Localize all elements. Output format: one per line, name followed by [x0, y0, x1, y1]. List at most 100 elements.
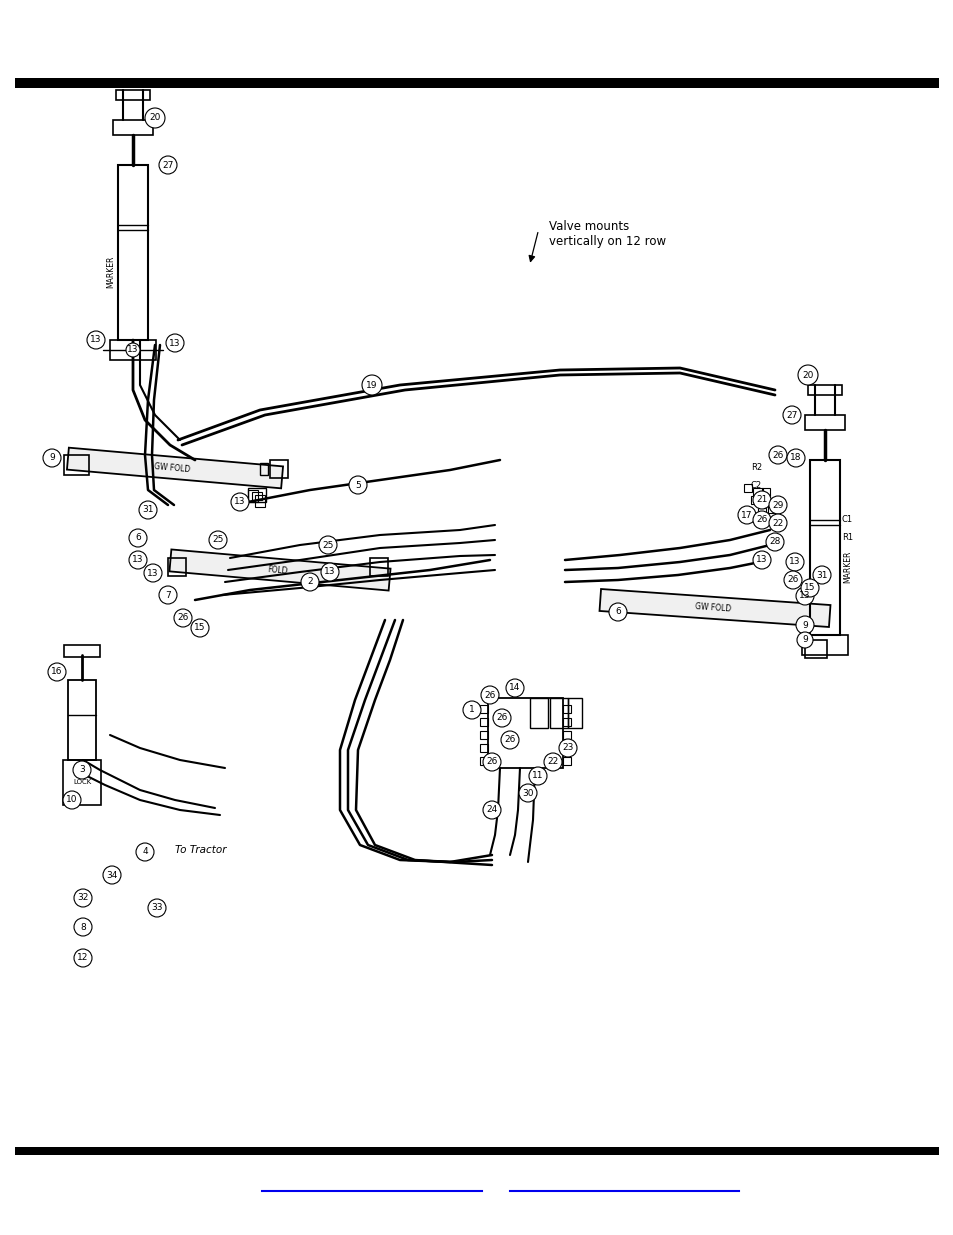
Circle shape [73, 761, 91, 779]
Text: 13: 13 [799, 592, 810, 600]
Text: 26: 26 [504, 736, 516, 745]
Text: 5: 5 [355, 480, 360, 489]
Text: 26: 26 [756, 515, 767, 525]
Circle shape [126, 343, 140, 357]
Bar [248, 488, 266, 501]
Text: 16: 16 [51, 667, 63, 677]
Text: To Tractor: To Tractor [174, 845, 226, 855]
Bar [567, 698, 581, 727]
Text: 19: 19 [366, 380, 377, 389]
Bar [804, 640, 826, 658]
Polygon shape [170, 550, 390, 590]
Bar [562, 743, 571, 752]
Circle shape [812, 566, 830, 584]
Circle shape [63, 790, 81, 809]
Circle shape [74, 889, 91, 906]
Bar [479, 757, 488, 764]
Circle shape [797, 366, 817, 385]
Text: 9: 9 [49, 453, 55, 462]
Circle shape [320, 563, 338, 580]
Circle shape [768, 496, 786, 514]
Bar [252, 492, 262, 500]
Circle shape [482, 753, 500, 771]
Text: 12: 12 [77, 953, 89, 962]
Text: 21: 21 [756, 495, 767, 505]
Circle shape [786, 450, 804, 467]
Bar [562, 705, 571, 713]
Text: 9: 9 [801, 620, 807, 630]
Circle shape [136, 844, 153, 861]
Bar [118, 165, 148, 340]
Text: MARKER: MARKER [107, 256, 115, 288]
Circle shape [768, 446, 786, 464]
Text: 7: 7 [165, 590, 171, 599]
Circle shape [482, 802, 500, 819]
Circle shape [738, 506, 755, 524]
Circle shape [231, 493, 249, 511]
Bar [562, 731, 571, 739]
Circle shape [145, 107, 165, 128]
Circle shape [209, 531, 227, 550]
Bar [168, 558, 186, 576]
Bar [479, 705, 488, 713]
Text: 26: 26 [496, 714, 507, 722]
Bar [761, 488, 769, 496]
Bar [68, 680, 96, 760]
Text: 29: 29 [772, 500, 782, 510]
Text: 32: 32 [77, 893, 89, 903]
Text: 13: 13 [756, 556, 767, 564]
Circle shape [801, 579, 818, 597]
Text: 26: 26 [484, 690, 496, 699]
Text: 13: 13 [127, 346, 138, 354]
Text: 33: 33 [152, 904, 163, 913]
Text: 13: 13 [132, 556, 144, 564]
Text: 17: 17 [740, 510, 752, 520]
Circle shape [139, 501, 157, 519]
Text: 25: 25 [322, 541, 334, 550]
Text: 22: 22 [547, 757, 558, 767]
Circle shape [558, 739, 577, 757]
Text: 34: 34 [106, 871, 117, 879]
Text: 26: 26 [786, 576, 798, 584]
Bar [63, 760, 101, 805]
Circle shape [318, 536, 336, 555]
Bar [112, 120, 152, 135]
Text: MARKER: MARKER [842, 551, 852, 583]
Bar [562, 718, 571, 726]
Bar [64, 454, 89, 475]
Text: 13: 13 [169, 338, 180, 347]
Text: 6: 6 [615, 608, 620, 616]
Circle shape [768, 514, 786, 532]
Text: 13: 13 [324, 568, 335, 577]
Circle shape [765, 534, 783, 551]
Text: 15: 15 [194, 624, 206, 632]
Circle shape [752, 511, 770, 529]
Circle shape [795, 587, 813, 605]
Bar [488, 698, 562, 768]
Circle shape [144, 564, 162, 582]
Polygon shape [67, 447, 283, 488]
Bar [804, 415, 844, 430]
Circle shape [129, 529, 147, 547]
Text: 18: 18 [789, 453, 801, 462]
Text: 25: 25 [213, 536, 223, 545]
Text: 9: 9 [801, 636, 807, 645]
Text: 3: 3 [79, 766, 85, 774]
Text: 27: 27 [785, 410, 797, 420]
Circle shape [159, 156, 177, 174]
Text: Valve mounts
vertically on 12 row: Valve mounts vertically on 12 row [548, 220, 665, 248]
Text: GW FOLD: GW FOLD [694, 603, 731, 614]
Circle shape [752, 551, 770, 569]
Bar [767, 505, 775, 513]
Circle shape [74, 948, 91, 967]
Bar [479, 718, 488, 726]
Text: 20: 20 [150, 114, 160, 122]
Text: 26: 26 [177, 614, 189, 622]
Text: 30: 30 [521, 788, 533, 798]
Text: 13: 13 [147, 568, 158, 578]
Text: GW FOLD: GW FOLD [153, 462, 191, 474]
Text: 24: 24 [486, 805, 497, 815]
Circle shape [608, 603, 626, 621]
Circle shape [543, 753, 561, 771]
Text: 23: 23 [561, 743, 573, 752]
